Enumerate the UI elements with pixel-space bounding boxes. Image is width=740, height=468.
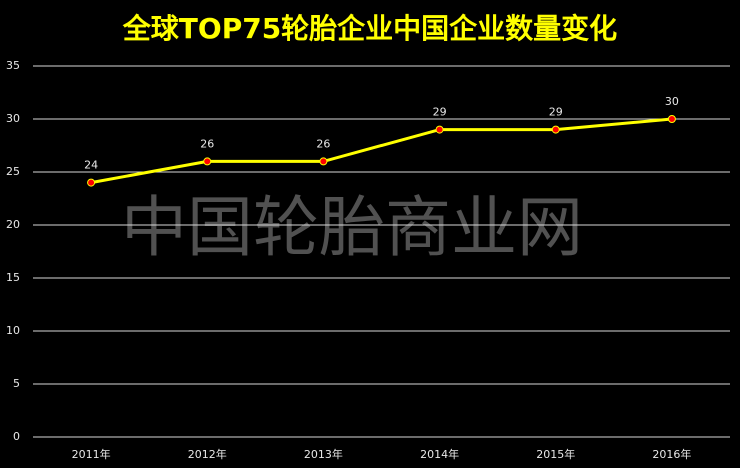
data-label: 29 <box>549 106 563 119</box>
x-tick-label: 2011年 <box>72 447 111 461</box>
y-tick-label: 20 <box>6 218 20 231</box>
data-label: 30 <box>665 95 679 108</box>
x-tick-label: 2016年 <box>652 447 691 461</box>
data-point <box>319 157 328 166</box>
data-point <box>551 125 560 134</box>
y-tick-label: 10 <box>6 324 20 337</box>
y-tick-label: 25 <box>6 165 20 178</box>
data-line <box>90 117 673 185</box>
y-tick-label: 30 <box>6 112 20 125</box>
y-tick-label: 5 <box>13 377 20 390</box>
x-tick-label: 2013年 <box>304 447 343 461</box>
data-point <box>435 125 444 134</box>
data-label: 26 <box>200 137 214 150</box>
y-tick-label: 0 <box>13 430 20 443</box>
x-tick-label: 2014年 <box>420 447 459 461</box>
data-point <box>203 157 212 166</box>
data-label: 29 <box>433 106 447 119</box>
data-label: 24 <box>84 159 98 172</box>
data-point <box>667 115 676 123</box>
watermark: 中国轮胎商业网 <box>121 189 583 266</box>
chart-title: 全球TOP75轮胎企业中国企业数量变化 <box>122 12 617 45</box>
y-tick-label: 15 <box>6 271 20 284</box>
data-label: 26 <box>316 137 330 150</box>
x-tick-label: 2015年 <box>536 447 575 461</box>
data-point <box>87 178 96 187</box>
x-tick-label: 2012年 <box>188 447 227 461</box>
y-tick-label: 35 <box>6 59 20 72</box>
